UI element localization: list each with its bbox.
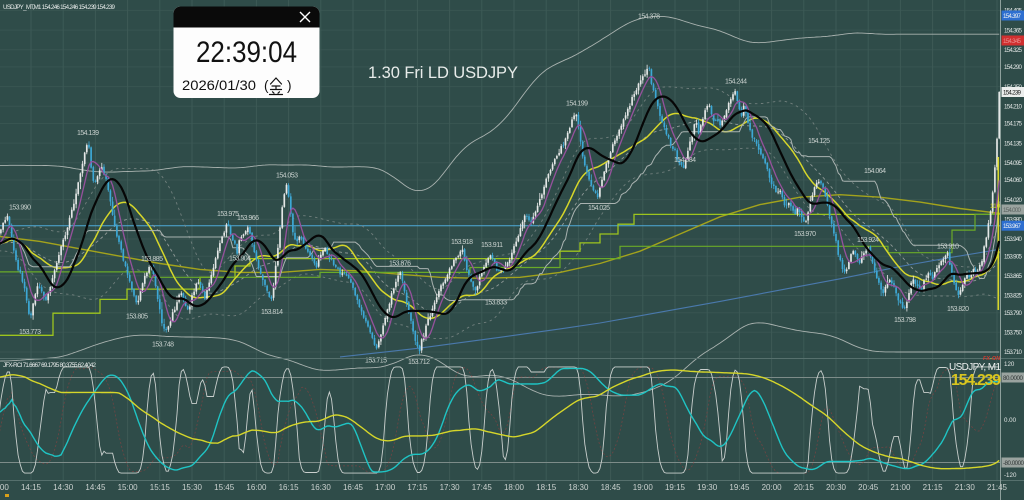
svg-text:153.805: 153.805 (126, 313, 148, 320)
svg-text:FX-ON: FX-ON (983, 356, 1001, 362)
svg-text:(: ( (264, 78, 269, 93)
svg-text:153.876: 153.876 (389, 260, 411, 267)
svg-text:154.290: 154.290 (1004, 64, 1023, 71)
svg-text:153.967: 153.967 (1003, 223, 1022, 230)
svg-text:154.239: 154.239 (951, 372, 1001, 389)
svg-text:154.060: 154.060 (1004, 177, 1023, 184)
svg-text:154.244: 154.244 (725, 79, 747, 86)
svg-text:18:00: 18:00 (504, 483, 525, 492)
svg-text:154.325: 154.325 (1004, 47, 1023, 54)
svg-text:14:00: 14:00 (0, 483, 9, 492)
svg-text:153.911: 153.911 (481, 242, 503, 249)
svg-text:153.798: 153.798 (894, 317, 916, 324)
svg-text:153.712: 153.712 (408, 359, 430, 366)
svg-text:154.025: 154.025 (588, 205, 610, 212)
svg-text:154.000: 154.000 (1003, 207, 1022, 214)
svg-text:80.0000: 80.0000 (1003, 375, 1024, 382)
svg-text:17:45: 17:45 (472, 483, 493, 492)
svg-text:153.918: 153.918 (451, 239, 473, 246)
svg-text:21:30: 21:30 (955, 483, 976, 492)
svg-text:153.940: 153.940 (1004, 236, 1023, 243)
svg-text:153.710: 153.710 (1004, 349, 1023, 356)
svg-text:15:45: 15:45 (214, 483, 235, 492)
svg-text:22:39:04: 22:39:04 (196, 36, 297, 69)
svg-text:21:15: 21:15 (923, 483, 944, 492)
svg-text:21:45: 21:45 (987, 483, 1008, 492)
svg-text:-120: -120 (1004, 472, 1017, 479)
svg-text:20:15: 20:15 (794, 483, 815, 492)
svg-text:14:15: 14:15 (21, 483, 42, 492)
svg-text:153.924: 153.924 (857, 237, 879, 244)
svg-text:17:15: 17:15 (407, 483, 428, 492)
svg-text:153.790: 153.790 (1004, 310, 1023, 317)
svg-text:19:00: 19:00 (633, 483, 654, 492)
svg-text:153.904: 153.904 (229, 256, 251, 263)
svg-text:15:00: 15:00 (118, 483, 139, 492)
svg-text:154.397: 154.397 (1003, 13, 1022, 20)
svg-text:21:00: 21:00 (890, 483, 911, 492)
svg-text:0.00: 0.00 (1004, 417, 1017, 424)
svg-text:153.773: 153.773 (19, 329, 41, 336)
svg-text:154.210: 154.210 (1004, 104, 1023, 111)
svg-text:153.970: 153.970 (794, 231, 816, 238)
svg-text:153.905: 153.905 (1004, 253, 1023, 260)
svg-text:154.139: 154.139 (77, 130, 99, 137)
svg-text:153.833: 153.833 (485, 300, 507, 307)
svg-text:153.865: 153.865 (1004, 273, 1023, 280)
svg-text:15:30: 15:30 (182, 483, 203, 492)
svg-text:16:30: 16:30 (311, 483, 332, 492)
svg-text:153.975: 153.975 (217, 211, 239, 218)
svg-text:154.345: 154.345 (1003, 38, 1022, 45)
svg-text:): ) (287, 78, 292, 93)
svg-text:17:00: 17:00 (375, 483, 396, 492)
svg-text:16:00: 16:00 (246, 483, 267, 492)
svg-text:18:15: 18:15 (536, 483, 557, 492)
svg-text:153.910: 153.910 (937, 244, 959, 251)
svg-text:18:30: 18:30 (568, 483, 589, 492)
svg-text:19:45: 19:45 (729, 483, 750, 492)
svg-text:153.980: 153.980 (1004, 217, 1023, 224)
svg-text:20:30: 20:30 (826, 483, 847, 492)
svg-text:16:45: 16:45 (343, 483, 364, 492)
svg-text:120: 120 (1004, 361, 1015, 368)
svg-text:153.748: 153.748 (152, 341, 174, 348)
svg-text:154.084: 154.084 (674, 157, 696, 164)
svg-text:154.095: 154.095 (1004, 160, 1023, 167)
svg-text:110: 110 (990, 203, 1001, 210)
svg-text:154.020: 154.020 (1004, 197, 1023, 204)
svg-text:154.053: 154.053 (276, 172, 298, 179)
svg-text:154.125: 154.125 (808, 138, 830, 145)
svg-text:154.239: 154.239 (1003, 89, 1022, 96)
svg-text:19:15: 19:15 (665, 483, 686, 492)
svg-text:20:00: 20:00 (762, 483, 783, 492)
svg-text:154.135: 154.135 (1004, 140, 1023, 147)
svg-text:154.199: 154.199 (566, 101, 588, 108)
svg-text:153.966: 153.966 (237, 215, 259, 222)
svg-text:14:30: 14:30 (53, 483, 74, 492)
svg-text:16:15: 16:15 (279, 483, 300, 492)
svg-text:JFX-RCI 71.6667 69.1795 80.375: JFX-RCI 71.6667 69.1795 80.3755 62.4042 (3, 362, 97, 369)
svg-text:154.175: 154.175 (1004, 121, 1023, 128)
svg-text:154.064: 154.064 (864, 168, 886, 175)
svg-text:1.30 Fri LD USDJPY: 1.30 Fri LD USDJPY (368, 64, 518, 82)
svg-text:153.715: 153.715 (365, 358, 387, 365)
svg-text:153.814: 153.814 (261, 309, 283, 316)
svg-text:2026/01/30: 2026/01/30 (182, 78, 256, 93)
svg-text:-80.0000: -80.0000 (1003, 460, 1024, 467)
svg-text:153.825: 153.825 (1004, 293, 1023, 300)
svg-text:19:30: 19:30 (697, 483, 718, 492)
svg-text:USDJPY_MT,M1 154.246 154.246: USDJPY_MT,M1 154.246 154.246 154.239 154… (3, 4, 116, 11)
svg-text:153.990: 153.990 (9, 204, 31, 211)
svg-text:USDJPY, M1: USDJPY, M1 (949, 362, 1001, 373)
svg-text:154.378: 154.378 (638, 14, 660, 21)
svg-text:15:15: 15:15 (150, 483, 171, 492)
svg-text:18:45: 18:45 (601, 483, 622, 492)
svg-text:20:45: 20:45 (858, 483, 879, 492)
svg-text:154.365: 154.365 (1004, 27, 1023, 34)
svg-text:153.885: 153.885 (141, 256, 163, 263)
svg-text:17:30: 17:30 (440, 483, 461, 492)
svg-text:153.820: 153.820 (947, 306, 969, 313)
svg-text:14:45: 14:45 (85, 483, 106, 492)
svg-text:153.750: 153.750 (1004, 330, 1023, 337)
